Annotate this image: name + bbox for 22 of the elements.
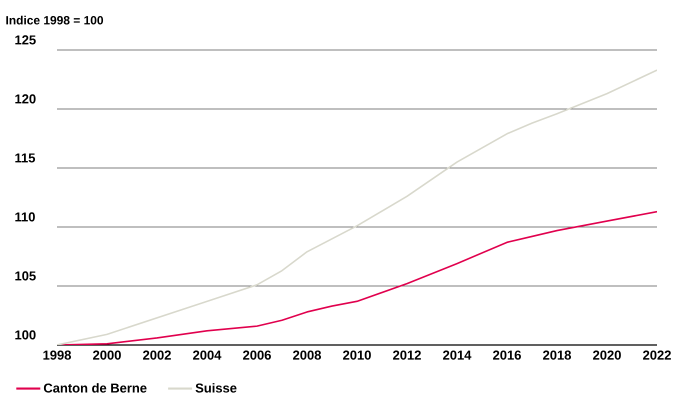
x-tick-label: 2000: [93, 350, 121, 360]
x-tick-label: 2016: [493, 350, 521, 360]
y-tick-label: 115: [15, 153, 36, 162]
y-tick-label: 105: [15, 271, 36, 280]
y-axis-title: Indice 1998 = 100: [6, 16, 104, 24]
x-tick-label: 2020: [593, 350, 621, 360]
x-tick-label: 2006: [243, 350, 271, 360]
x-tick-label: 2018: [543, 350, 572, 360]
x-tick-label: 2002: [143, 350, 171, 360]
x-tick-label: 2022: [643, 350, 671, 360]
x-tick-label: 2004: [193, 350, 222, 360]
x-tick-label: 1998: [43, 350, 72, 360]
x-tick-label: 2008: [293, 350, 322, 360]
y-tick-label: 120: [15, 94, 36, 104]
y-tick-label: 100: [15, 330, 36, 340]
y-tick-label: 110: [15, 212, 35, 222]
y-tick-label: 125: [15, 35, 36, 44]
legend-label: Suisse: [196, 383, 237, 393]
x-tick-label: 2010: [343, 350, 371, 360]
x-tick-label: 2012: [393, 350, 421, 360]
legend-label: Canton de Berne: [44, 383, 147, 393]
x-tick-label: 2014: [443, 350, 472, 360]
